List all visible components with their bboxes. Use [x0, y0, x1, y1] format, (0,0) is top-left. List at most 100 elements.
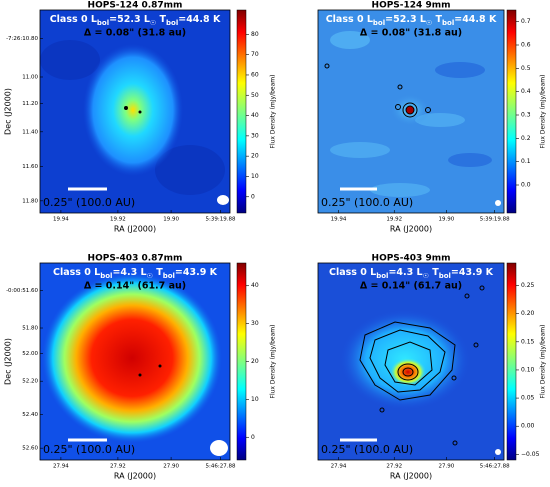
annotation-part: Class 0 L [50, 14, 97, 25]
annotation: Δ = 0.08" (31.8 au) [360, 28, 462, 39]
x-tick-label: 19.94 [331, 217, 347, 223]
x-tick-label: 19.92 [386, 217, 402, 223]
panel-title: HOPS-403 9mm [372, 254, 451, 264]
colorbar-tick-label: 0.0 [521, 182, 531, 189]
colorbar-label: Flux Density (mJy/beam) [540, 75, 547, 149]
panel-title: HOPS-124 0.87mm [88, 1, 183, 11]
annotation-part: Class 0 L [326, 14, 373, 25]
x-tick-label: 27.90 [163, 464, 179, 470]
x-tick-label: 5:39:19.88 [206, 217, 236, 223]
annotation-part: =52.3 L [385, 14, 426, 25]
annotation-part: =4.3 L [388, 267, 422, 278]
colorbar-label: Flux Density (mJy/beam) [540, 325, 547, 399]
annotation-part: =43.9 K [451, 267, 494, 278]
annotation-part: ☉ [423, 272, 429, 280]
colorbar [506, 9, 517, 214]
y-tick-label: 52.40 [22, 412, 38, 418]
y-tick-label: 11.00 [22, 74, 38, 80]
annotation: Class 0 Lbol=52.3 L☉ Tbol=44.8 K [50, 14, 221, 28]
x-tick-label: 19.90 [438, 217, 454, 223]
colorbar-tick-label: 0.15 [521, 338, 535, 345]
plot-frame [317, 9, 505, 214]
y-tick-label: 11.60 [22, 164, 38, 170]
colorbar-tick-label: 30 [251, 320, 259, 327]
plot-frame [39, 9, 231, 214]
plot-frame [39, 262, 231, 461]
colorbar-tick-label: 0.7 [521, 18, 531, 25]
x-axis-label: RA (J2000) [114, 472, 156, 481]
colorbar-tick-label: 0 [251, 193, 255, 200]
annotation-part: ☉ [150, 19, 156, 27]
annotation-part: T [429, 267, 439, 278]
annotation-part: =4.3 L [112, 267, 146, 278]
annotation-part: bol [166, 19, 178, 27]
colorbar-tick-label: 20 [251, 358, 259, 365]
annotation-part: bol [373, 19, 385, 27]
x-axis-label: RA (J2000) [114, 225, 156, 234]
colorbar-tick-label: −0.05 [521, 451, 540, 458]
colorbar-tick-label: 50 [251, 92, 259, 99]
y-axis-label: Dec (J2000) [4, 338, 13, 385]
colorbar-tick-label: 0 [251, 434, 255, 441]
x-tick-label: 27.94 [53, 464, 69, 470]
colorbar-tick-label: 70 [251, 51, 259, 58]
annotation-part: Class 0 L [329, 267, 376, 278]
annotation-part: bol [97, 19, 109, 27]
annotation-part: T [156, 14, 166, 25]
colorbar-label: Flux Density (mJy/beam) [270, 325, 277, 399]
x-tick-label: 5:46:27.88 [206, 464, 236, 470]
colorbar-tick-label: 0.00 [521, 423, 535, 430]
annotation: Δ = 0.14" (61.7 au) [360, 281, 462, 292]
annotation: Class 0 Lbol=4.3 L☉ Tbol=43.9 K [53, 267, 218, 281]
colorbar-tick-label: 0.20 [521, 310, 535, 317]
annotation-part: ☉ [147, 272, 153, 280]
annotation-part: T [432, 14, 442, 25]
x-axis-label: RA (J2000) [390, 472, 432, 481]
x-axis-label: RA (J2000) [390, 225, 432, 234]
annotation-part: Class 0 L [53, 267, 100, 278]
colorbar-tick-label: 10 [251, 396, 259, 403]
panel-title: HOPS-403 0.87mm [88, 254, 183, 264]
y-tick-label: 11.40 [22, 129, 38, 135]
annotation-part: T [153, 267, 163, 278]
scale-label: 0.25" (100.0 AU) [43, 443, 135, 456]
colorbar-tick-label: 0.25 [521, 282, 535, 289]
colorbar-label: Flux Density (mJy/beam) [270, 75, 277, 149]
annotation: Δ = 0.08" (31.8 au) [84, 28, 186, 39]
colorbar-tick-label: 80 [251, 31, 259, 38]
y-tick-label: 51.80 [22, 326, 38, 332]
x-tick-label: 19.94 [53, 217, 69, 223]
x-tick-label: 27.90 [438, 464, 454, 470]
y-tick-label: -0:00:51.60 [6, 288, 38, 294]
panel-title: HOPS-124 9mm [372, 1, 451, 11]
y-tick-label: 52.60 [22, 446, 38, 452]
colorbar-tick-label: 0.4 [521, 88, 531, 95]
colorbar-tick-label: 20 [251, 153, 259, 160]
colorbar-tick-label: 10 [251, 173, 259, 180]
y-tick-label: 52.00 [22, 351, 38, 357]
x-tick-label: 27.92 [386, 464, 402, 470]
annotation-part: bol [163, 272, 175, 280]
y-tick-label: 11.20 [22, 101, 38, 107]
colorbar-tick-label: 40 [251, 282, 259, 289]
colorbar [506, 262, 517, 461]
colorbar-tick-label: 40 [251, 112, 259, 119]
scale-label: 0.25" (100.0 AU) [43, 196, 135, 209]
y-tick-label: 52.20 [22, 379, 38, 385]
y-axis-label: Dec (J2000) [4, 88, 13, 135]
annotation-part: bol [376, 272, 388, 280]
image-panel [40, 10, 230, 213]
image-panel [318, 263, 504, 460]
annotation: Δ = 0.14" (61.7 au) [84, 281, 186, 292]
annotation-part: =44.8 K [178, 14, 221, 25]
x-tick-label: 5:46:27.88 [480, 464, 510, 470]
colorbar-tick-label: 60 [251, 71, 259, 78]
x-tick-label: 19.90 [163, 217, 179, 223]
annotation-part: =43.9 K [175, 267, 218, 278]
colorbar-tick-label: 0.05 [521, 395, 535, 402]
annotation-part: bol [442, 19, 454, 27]
x-tick-label: 27.94 [331, 464, 347, 470]
colorbar-tick-label: 0.10 [521, 366, 535, 373]
annotation-part: bol [100, 272, 112, 280]
